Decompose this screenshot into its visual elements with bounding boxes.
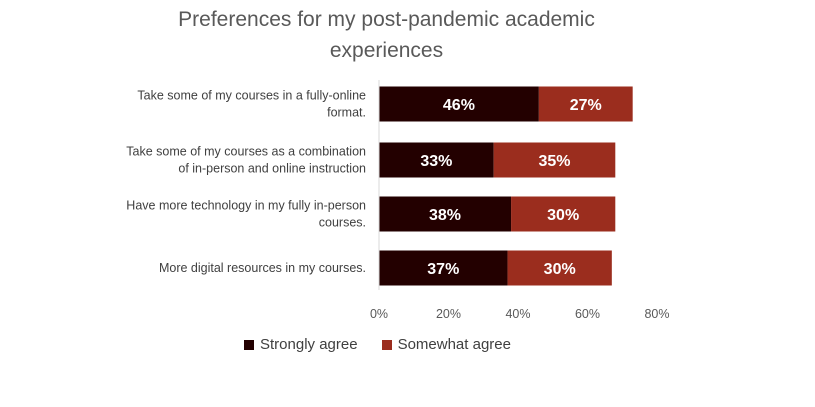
x-tick-label-60: 60%: [575, 307, 600, 321]
legend-label-strongly-agree: Strongly agree: [260, 336, 358, 353]
x-tick-label-0: 0%: [370, 307, 388, 321]
data-label-strongly-agree-2: 33%: [420, 153, 452, 170]
bar-somewhat-agree-1: [538, 86, 633, 122]
chart-title: Preferences for my post-pandemic academi…: [0, 4, 773, 66]
legend-label-somewhat-agree: Somewhat agree: [397, 336, 511, 353]
x-tick-label-80: 80%: [644, 307, 669, 321]
bar-strongly-agree-1: [379, 86, 539, 122]
bar-strongly-agree-2: [379, 142, 494, 178]
x-tick-label-40: 40%: [505, 307, 530, 321]
data-label-somewhat-agree-1: 27%: [570, 97, 602, 114]
legend-item-somewhat-agree: Somewhat agree: [381, 336, 511, 353]
legend-swatch-strongly-agree: [244, 339, 254, 350]
category-label-1-line-1: Take some of my courses in a fully-onlin…: [137, 89, 366, 103]
category-label-2-line-2: of in-person and online instruction: [178, 162, 366, 176]
bar-strongly-agree-3: [379, 196, 512, 232]
category-label-1-line-2: format.: [327, 106, 366, 120]
data-label-somewhat-agree-3: 30%: [547, 207, 579, 224]
data-label-somewhat-agree-4: 30%: [544, 261, 576, 278]
bar-somewhat-agree-4: [507, 250, 612, 286]
bar-somewhat-agree-3: [511, 196, 616, 232]
category-label-3-line-1: Have more technology in my fully in-pers…: [126, 199, 366, 213]
data-label-strongly-agree-3: 38%: [429, 207, 461, 224]
x-tick-label-20: 20%: [436, 307, 461, 321]
category-label-2-line-1: Take some of my courses as a combination: [126, 145, 366, 159]
chart-legend: Strongly agree Somewhat agree: [244, 336, 535, 353]
category-label-4-line-1: More digital resources in my courses.: [159, 261, 366, 275]
legend-swatch-somewhat-agree: [381, 339, 392, 350]
data-label-strongly-agree-4: 37%: [427, 261, 459, 278]
category-label-3-line-2: courses.: [319, 216, 366, 230]
chart-title-line-2: experiences: [329, 39, 444, 62]
data-label-strongly-agree-1: 46%: [443, 97, 475, 114]
bar-somewhat-agree-2: [493, 142, 616, 178]
data-label-somewhat-agree-2: 35%: [538, 153, 570, 170]
legend-item-strongly-agree: Strongly agree: [244, 336, 358, 353]
chart-title-line-1: Preferences for my post-pandemic academi…: [178, 8, 595, 31]
bar-strongly-agree-4: [379, 250, 508, 286]
